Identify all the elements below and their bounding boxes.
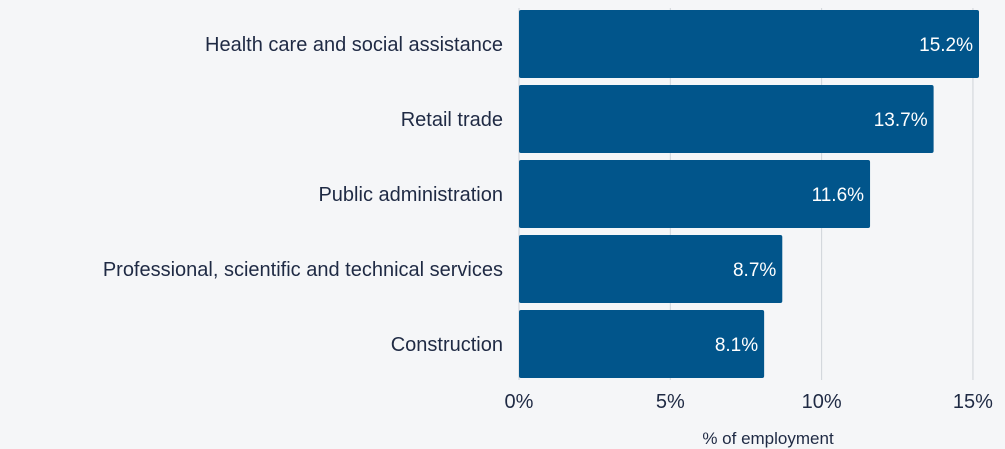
x-tick-label: 0% <box>505 391 534 413</box>
x-axis-title: % of employment <box>702 429 834 448</box>
category-labels: Health care and social assistance Retail … <box>103 34 503 356</box>
data-label: 13.7% <box>874 110 928 131</box>
bar <box>519 235 783 303</box>
x-tick-label: 10% <box>802 391 842 413</box>
data-label: 15.2% <box>919 35 973 56</box>
data-label: 8.7% <box>733 260 776 281</box>
data-label: 11.6% <box>812 185 865 206</box>
category-label: Professional, scientific and technical s… <box>103 259 503 281</box>
bar <box>519 310 765 378</box>
category-label: Construction <box>391 334 503 356</box>
x-tick-labels: 0% 5% 10% 15% <box>505 391 994 413</box>
category-label: Health care and social assistance <box>205 34 503 56</box>
data-label: 8.1% <box>715 335 758 356</box>
x-tick-label: 15% <box>953 391 993 413</box>
category-label: Public administration <box>318 184 503 206</box>
value-labels: 15.2% 13.7% 11.6% 8.7% 8.1% <box>715 35 973 356</box>
x-tick-label: 5% <box>656 391 685 413</box>
bar <box>519 85 934 153</box>
bars <box>519 10 979 378</box>
bar <box>519 160 871 228</box>
category-label: Retail trade <box>401 109 503 131</box>
bar <box>519 10 979 78</box>
